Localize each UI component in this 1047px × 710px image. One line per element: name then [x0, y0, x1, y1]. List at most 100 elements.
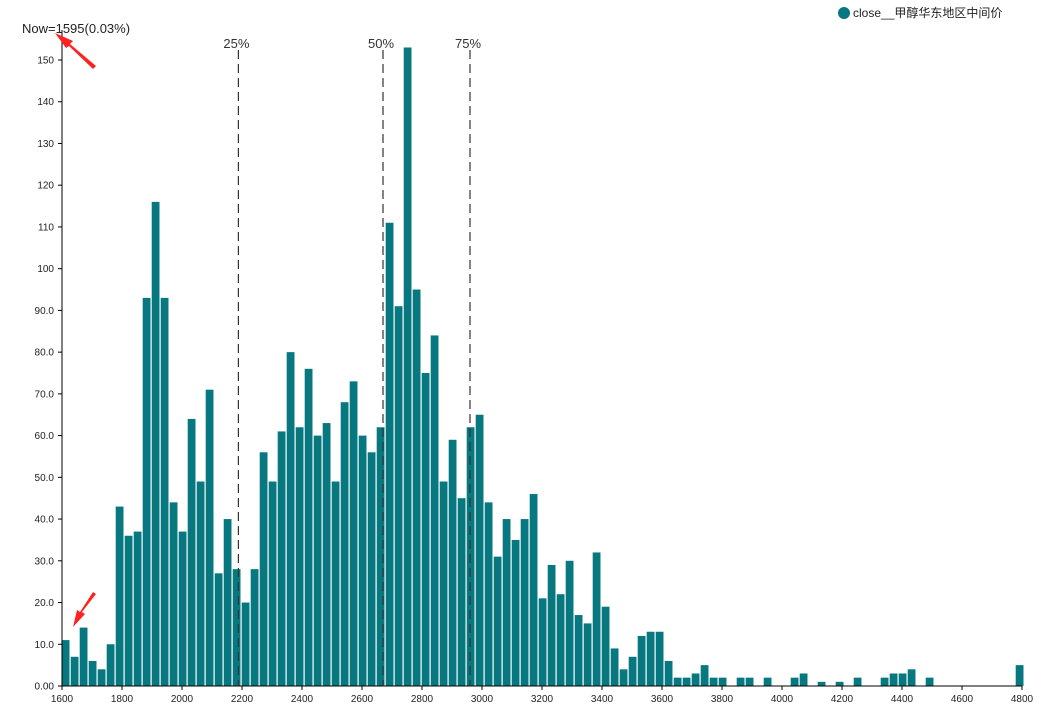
percentile-label: 75% — [455, 36, 481, 51]
arrow-icon — [55, 33, 96, 69]
histogram-bar — [394, 306, 403, 686]
histogram-bar — [646, 631, 655, 686]
y-tick-label: 140 — [37, 97, 54, 108]
histogram-bar — [664, 660, 673, 686]
x-tick-label: 4400 — [891, 694, 914, 705]
histogram-bar — [592, 552, 601, 686]
x-tick-label: 2200 — [231, 694, 254, 705]
histogram-bar — [763, 677, 772, 686]
histogram-bar — [493, 556, 502, 686]
histogram-bar — [601, 606, 610, 686]
histogram-bar — [151, 201, 160, 686]
x-axis: 1600 1800 2000 2200 2400 2600 2800 3000 3200 3400… — [51, 685, 1034, 705]
histogram-bar — [565, 560, 574, 686]
now-annotation: Now=1595(0.03%) — [22, 21, 130, 627]
histogram-bar — [682, 677, 691, 686]
arrow-icon — [73, 592, 96, 627]
histogram-bar — [250, 569, 259, 686]
x-tick-label: 3000 — [471, 694, 494, 705]
x-tick-label: 4600 — [951, 694, 974, 705]
histogram-bar — [88, 660, 97, 686]
histogram-bar — [673, 677, 682, 686]
histogram-bar — [547, 564, 556, 686]
histogram-bar — [142, 297, 151, 686]
y-tick-label: 150 — [37, 56, 54, 67]
legend-marker-icon[interactable] — [838, 7, 850, 19]
percentile-label: 25% — [223, 36, 249, 51]
y-tick-label: 90.0 — [35, 306, 55, 317]
percentile-label: 50% — [368, 36, 394, 51]
histogram-bar — [475, 414, 484, 686]
histogram-bar — [187, 418, 196, 686]
histogram-bar — [322, 423, 331, 686]
histogram-bar — [691, 673, 700, 686]
x-tick-label: 3400 — [591, 694, 614, 705]
histogram-bar — [313, 435, 322, 686]
histogram-bar — [619, 669, 628, 686]
histogram-bar — [448, 439, 457, 686]
histogram-bar — [79, 627, 88, 686]
histogram-bar — [358, 435, 367, 686]
x-tick-label: 3200 — [531, 694, 554, 705]
y-tick-label: 100 — [37, 264, 54, 275]
histogram-bar — [610, 648, 619, 686]
y-tick-label: 20.0 — [35, 598, 55, 609]
histogram-bar — [529, 494, 538, 686]
histogram-bar — [412, 289, 421, 686]
y-axis: 0.00 10.0 20.0 30.0 40.0 50.0 60.0 70.0 80.0 90.0… — [35, 30, 63, 693]
histogram-bar — [457, 498, 466, 686]
histogram-bar — [385, 222, 394, 686]
histogram-bar — [718, 677, 727, 686]
histogram-bar — [700, 665, 709, 686]
histogram-bar — [853, 677, 862, 686]
histogram-bar — [97, 669, 106, 686]
x-tick-label: 3800 — [711, 694, 734, 705]
histogram-bar — [106, 644, 115, 686]
histogram-bar — [889, 673, 898, 686]
y-tick-label: 60.0 — [35, 431, 55, 442]
histogram-bar — [799, 673, 808, 686]
x-tick-label: 2400 — [291, 694, 314, 705]
histogram-bar — [349, 381, 358, 686]
histogram-bar — [835, 681, 844, 686]
legend-label[interactable]: close__甲醇华东地区中间价 — [853, 5, 1002, 20]
histogram-bar — [538, 598, 547, 686]
histogram-bar — [196, 481, 205, 686]
histogram-bar — [70, 656, 79, 686]
histogram-bar — [295, 427, 304, 686]
histogram-bar — [61, 640, 70, 686]
x-tick-label: 1600 — [51, 694, 74, 705]
histogram-bar — [340, 402, 349, 686]
y-tick-label: 80.0 — [35, 348, 55, 359]
legend[interactable]: close__甲醇华东地区中间价 — [838, 5, 1002, 20]
histogram-bar — [241, 602, 250, 686]
histogram-bar — [817, 681, 826, 686]
histogram-bar — [124, 535, 133, 686]
histogram-bar — [628, 656, 637, 686]
histogram-bar — [367, 452, 376, 686]
histogram-bar — [502, 519, 511, 686]
histogram-bar — [403, 47, 412, 687]
histogram-bar — [430, 335, 439, 686]
histogram-bar — [277, 431, 286, 686]
histogram-bar — [520, 519, 529, 686]
histogram-bar — [925, 677, 934, 686]
histogram-bar — [286, 352, 295, 686]
histogram-bar — [169, 502, 178, 686]
y-tick-label: 70.0 — [35, 389, 55, 400]
histogram-bar — [439, 481, 448, 686]
histogram-bar — [133, 531, 142, 686]
histogram-bar — [268, 481, 277, 686]
histogram-bar — [790, 677, 799, 686]
y-tick-label: 40.0 — [35, 515, 55, 526]
histogram-bar — [259, 452, 268, 686]
histogram-bar — [421, 373, 430, 686]
histogram-bar — [232, 569, 241, 686]
histogram-bar — [745, 677, 754, 686]
bars-group — [61, 47, 1024, 687]
y-tick-label: 10.0 — [35, 640, 55, 651]
histogram-bar — [709, 677, 718, 686]
histogram-bar — [511, 539, 520, 686]
y-tick-label: 30.0 — [35, 556, 55, 567]
